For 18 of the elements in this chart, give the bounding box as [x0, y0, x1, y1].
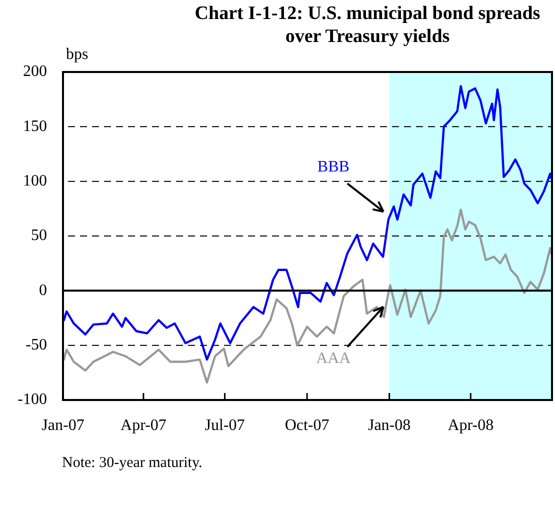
y-tick-label: -50 — [26, 336, 47, 354]
y-tick-label: 100 — [23, 172, 47, 190]
x-tick-label: Jul-07 — [204, 416, 245, 434]
x-tick-label: Jan-07 — [42, 416, 84, 434]
y-tick-label: 0 — [39, 282, 47, 299]
y-axis-title: bps — [66, 46, 88, 64]
x-tick-label: Oct-07 — [284, 416, 330, 434]
y-tick-label: 200 — [23, 63, 47, 80]
y-tick-label: 150 — [23, 118, 47, 135]
x-tick-label: Jan-08 — [368, 416, 411, 434]
chart-title: Chart I-1-12: U.S. municipal bond spreads over Treasury yields — [194, 2, 542, 48]
series-label: AAA — [316, 350, 352, 367]
x-tick-label: Apr-07 — [120, 416, 166, 434]
text: BBB — [317, 158, 350, 176]
x-tick-label: Apr-08 — [448, 416, 494, 434]
y-tick-label: 50 — [31, 227, 47, 244]
text: Note: 30-year maturity. — [62, 454, 202, 473]
y-tick-label: -100 — [18, 391, 47, 408]
